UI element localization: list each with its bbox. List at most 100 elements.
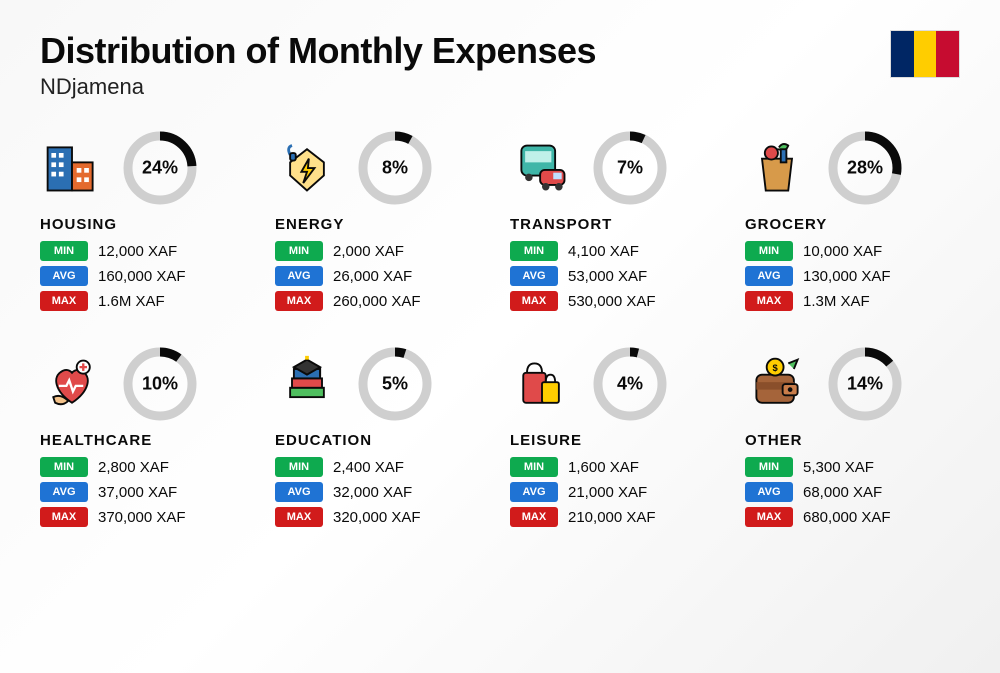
- percent-label: 7%: [617, 158, 643, 179]
- stat-row-avg: AVG 53,000 XAF: [510, 266, 725, 286]
- category-card: 4% LEISURE MIN 1,600 XAF AVG 21,000 XAF …: [510, 346, 725, 532]
- min-badge: MIN: [510, 241, 558, 261]
- min-badge: MIN: [745, 241, 793, 261]
- min-value: 5,300 XAF: [803, 459, 874, 476]
- stat-row-max: MAX 1.6M XAF: [40, 291, 255, 311]
- leisure-icon: [510, 352, 574, 416]
- max-value: 320,000 XAF: [333, 509, 421, 526]
- category-card: 5% EDUCATION MIN 2,400 XAF AVG 32,000 XA…: [275, 346, 490, 532]
- category-name: LEISURE: [510, 432, 725, 449]
- stat-row-max: MAX 530,000 XAF: [510, 291, 725, 311]
- transport-icon: [510, 136, 574, 200]
- card-top: 7%: [510, 130, 725, 206]
- stat-row-max: MAX 210,000 XAF: [510, 507, 725, 527]
- stat-row-avg: AVG 37,000 XAF: [40, 482, 255, 502]
- stat-row-min: MIN 5,300 XAF: [745, 457, 960, 477]
- donut-chart: 5%: [357, 346, 433, 422]
- stat-row-avg: AVG 160,000 XAF: [40, 266, 255, 286]
- max-value: 1.6M XAF: [98, 293, 165, 310]
- stat-row-min: MIN 10,000 XAF: [745, 241, 960, 261]
- avg-value: 32,000 XAF: [333, 484, 412, 501]
- card-top: 4%: [510, 346, 725, 422]
- avg-badge: AVG: [40, 482, 88, 502]
- stat-row-min: MIN 2,000 XAF: [275, 241, 490, 261]
- flag-icon: [890, 30, 960, 78]
- stat-row-avg: AVG 32,000 XAF: [275, 482, 490, 502]
- card-top: 5%: [275, 346, 490, 422]
- avg-value: 21,000 XAF: [568, 484, 647, 501]
- category-name: HEALTHCARE: [40, 432, 255, 449]
- category-name: EDUCATION: [275, 432, 490, 449]
- stat-row-max: MAX 1.3M XAF: [745, 291, 960, 311]
- category-name: GROCERY: [745, 216, 960, 233]
- category-card: 7% TRANSPORT MIN 4,100 XAF AVG 53,000 XA…: [510, 130, 725, 316]
- max-value: 530,000 XAF: [568, 293, 656, 310]
- avg-value: 68,000 XAF: [803, 484, 882, 501]
- category-name: ENERGY: [275, 216, 490, 233]
- category-grid: 24% HOUSING MIN 12,000 XAF AVG 160,000 X…: [40, 130, 960, 532]
- card-top: 10%: [40, 346, 255, 422]
- percent-label: 5%: [382, 374, 408, 395]
- max-value: 1.3M XAF: [803, 293, 870, 310]
- percent-label: 28%: [847, 158, 883, 179]
- stat-row-min: MIN 1,600 XAF: [510, 457, 725, 477]
- percent-label: 14%: [847, 374, 883, 395]
- max-badge: MAX: [745, 291, 793, 311]
- avg-badge: AVG: [745, 482, 793, 502]
- flag-stripe-1: [891, 31, 914, 77]
- stat-row-avg: AVG 130,000 XAF: [745, 266, 960, 286]
- healthcare-icon: [40, 352, 104, 416]
- buildings-icon: [40, 136, 104, 200]
- donut-chart: 8%: [357, 130, 433, 206]
- donut-chart: 24%: [122, 130, 198, 206]
- max-badge: MAX: [510, 507, 558, 527]
- stat-row-avg: AVG 21,000 XAF: [510, 482, 725, 502]
- page-title: Distribution of Monthly Expenses: [40, 30, 596, 72]
- min-value: 4,100 XAF: [568, 243, 639, 260]
- stat-row-min: MIN 4,100 XAF: [510, 241, 725, 261]
- avg-badge: AVG: [510, 266, 558, 286]
- min-badge: MIN: [40, 241, 88, 261]
- donut-chart: 7%: [592, 130, 668, 206]
- avg-value: 37,000 XAF: [98, 484, 177, 501]
- stat-row-avg: AVG 26,000 XAF: [275, 266, 490, 286]
- min-value: 1,600 XAF: [568, 459, 639, 476]
- avg-badge: AVG: [745, 266, 793, 286]
- max-badge: MAX: [40, 291, 88, 311]
- stat-row-max: MAX 320,000 XAF: [275, 507, 490, 527]
- flag-stripe-2: [914, 31, 937, 77]
- percent-label: 24%: [142, 158, 178, 179]
- min-badge: MIN: [275, 241, 323, 261]
- min-value: 10,000 XAF: [803, 243, 882, 260]
- min-badge: MIN: [40, 457, 88, 477]
- stat-row-max: MAX 370,000 XAF: [40, 507, 255, 527]
- avg-badge: AVG: [275, 482, 323, 502]
- category-card: 28% GROCERY MIN 10,000 XAF AVG 130,000 X…: [745, 130, 960, 316]
- card-top: 28%: [745, 130, 960, 206]
- wallet-icon: $: [745, 352, 809, 416]
- category-card: 10% HEALTHCARE MIN 2,800 XAF AVG 37,000 …: [40, 346, 255, 532]
- subtitle: NDjamena: [40, 74, 596, 100]
- category-card: $ 14% OTHER MIN 5,300 XAF AVG 68,000 XAF…: [745, 346, 960, 532]
- card-top: $ 14%: [745, 346, 960, 422]
- avg-value: 26,000 XAF: [333, 268, 412, 285]
- category-card: 24% HOUSING MIN 12,000 XAF AVG 160,000 X…: [40, 130, 255, 316]
- max-badge: MAX: [745, 507, 793, 527]
- min-value: 2,400 XAF: [333, 459, 404, 476]
- education-icon: [275, 352, 339, 416]
- donut-chart: 10%: [122, 346, 198, 422]
- max-badge: MAX: [275, 507, 323, 527]
- avg-badge: AVG: [40, 266, 88, 286]
- max-value: 370,000 XAF: [98, 509, 186, 526]
- max-badge: MAX: [275, 291, 323, 311]
- category-name: OTHER: [745, 432, 960, 449]
- max-value: 260,000 XAF: [333, 293, 421, 310]
- header: Distribution of Monthly Expenses NDjamen…: [40, 30, 960, 100]
- min-value: 2,000 XAF: [333, 243, 404, 260]
- flag-stripe-3: [936, 31, 959, 77]
- avg-badge: AVG: [510, 482, 558, 502]
- card-top: 24%: [40, 130, 255, 206]
- energy-icon: [275, 136, 339, 200]
- donut-chart: 14%: [827, 346, 903, 422]
- avg-value: 53,000 XAF: [568, 268, 647, 285]
